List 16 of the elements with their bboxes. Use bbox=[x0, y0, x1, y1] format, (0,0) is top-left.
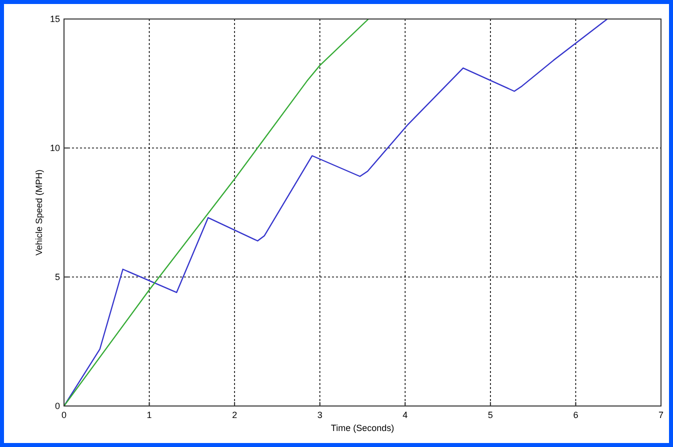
x-tick-label: 4 bbox=[402, 410, 408, 420]
x-tick-label: 6 bbox=[573, 410, 578, 420]
y-tick-label: 5 bbox=[54, 272, 60, 282]
x-tick-label: 1 bbox=[146, 410, 152, 420]
x-tick-label: 5 bbox=[488, 410, 493, 420]
x-axis-title: Time (Seconds) bbox=[330, 423, 394, 433]
x-tick-label: 3 bbox=[317, 410, 322, 420]
y-tick-label: 15 bbox=[50, 14, 60, 24]
x-tick-label: 0 bbox=[61, 410, 67, 420]
x-tick-label: 2 bbox=[232, 410, 238, 420]
line-series bbox=[64, 19, 608, 406]
y-tick-label: 10 bbox=[50, 143, 60, 153]
line-series bbox=[64, 19, 370, 406]
x-tick-label: 7 bbox=[658, 410, 664, 420]
y-tick-label: 0 bbox=[54, 401, 60, 411]
y-axis-title: Vehicle Speed (MPH) bbox=[34, 169, 44, 256]
